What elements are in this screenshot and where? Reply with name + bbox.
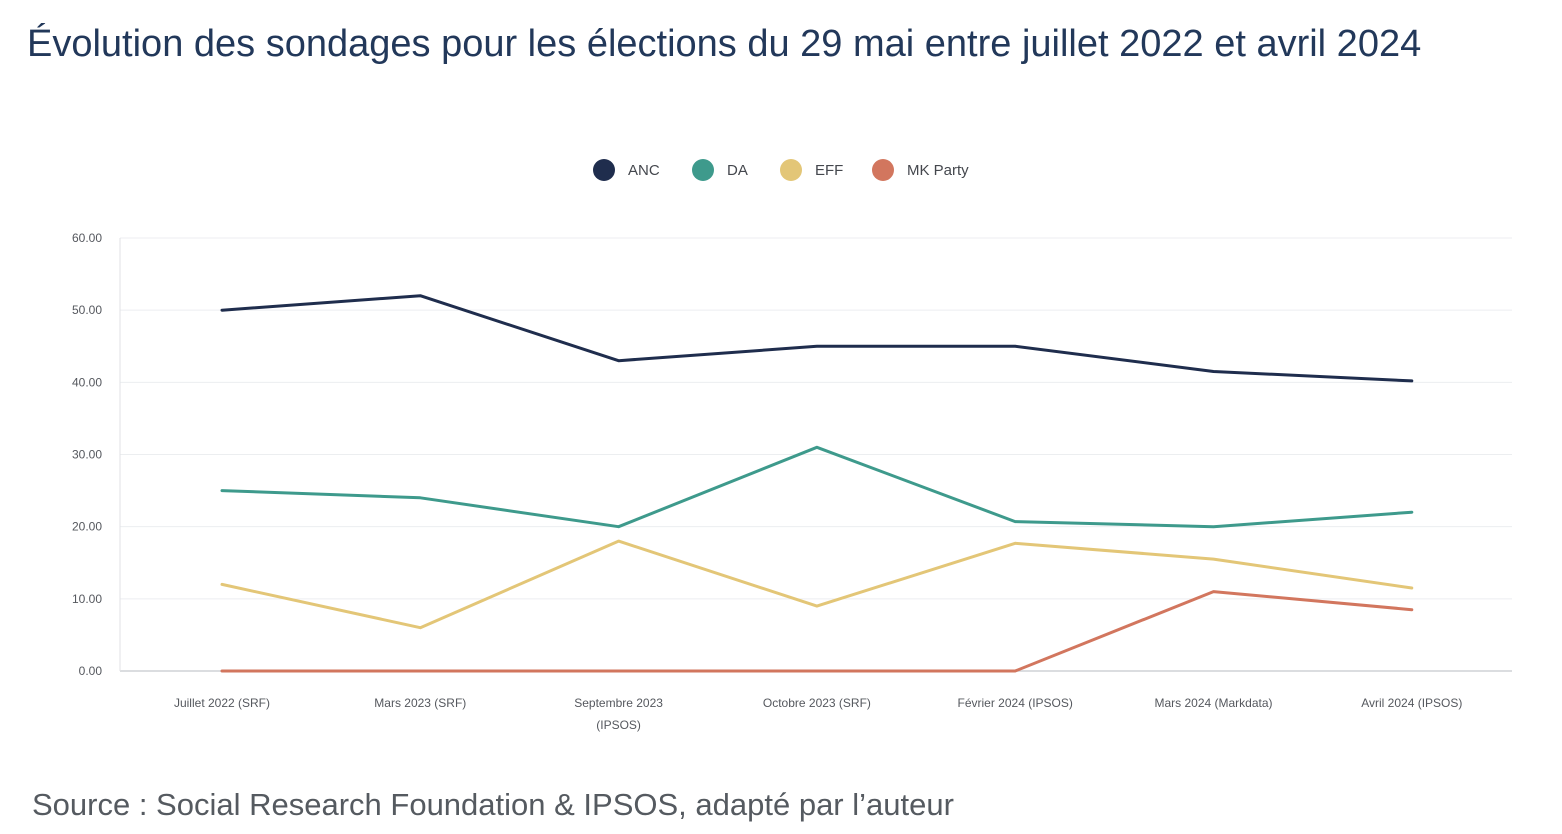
legend-marker-eff (780, 159, 802, 181)
line-chart: 0.00 10.00 20.00 30.00 40.00 50.00 60.00 Juille… (72, 159, 1512, 732)
x-tick-label: (IPSOS) (596, 718, 641, 732)
y-tick-label: 40.00 (72, 375, 102, 389)
chart-area: 0.00 10.00 20.00 30.00 40.00 50.00 60.00 Juille… (0, 140, 1562, 760)
legend-label-da: DA (727, 162, 748, 179)
x-tick-label: Mars 2023 (SRF) (374, 696, 466, 710)
x-tick-label: Septembre 2023 (574, 696, 663, 710)
y-tick-label: 0.00 (79, 664, 103, 678)
series-line-anc (220, 294, 1414, 383)
x-tick-label: Octobre 2023 (SRF) (763, 696, 871, 710)
legend-label-eff: EFF (815, 162, 843, 179)
x-tick-label: Mars 2024 (Markdata) (1154, 696, 1272, 710)
legend-marker-da (692, 159, 714, 181)
x-tick-label: Février 2024 (IPSOS) (958, 696, 1073, 710)
y-tick-label: 20.00 (72, 520, 102, 534)
series-line-da (220, 445, 1414, 529)
chart-title: Évolution des sondages pour les élection… (27, 23, 1422, 65)
x-tick-label: Avril 2024 (IPSOS) (1361, 696, 1462, 710)
legend-marker-anc (593, 159, 615, 181)
series-line-eff (220, 539, 1414, 630)
y-tick-label: 60.00 (72, 231, 102, 245)
source-note: Source : Social Research Foundation & IP… (32, 787, 954, 822)
legend-label-mk-party: MK Party (907, 162, 969, 179)
y-tick-label: 30.00 (72, 448, 102, 462)
y-tick-label: 10.00 (72, 592, 102, 606)
legend-label-anc: ANC (628, 162, 660, 179)
x-tick-label: Juillet 2022 (SRF) (174, 696, 270, 710)
y-tick-label: 50.00 (72, 303, 102, 317)
series-line-mk-party (220, 590, 1414, 673)
legend-marker-mk-party (872, 159, 894, 181)
